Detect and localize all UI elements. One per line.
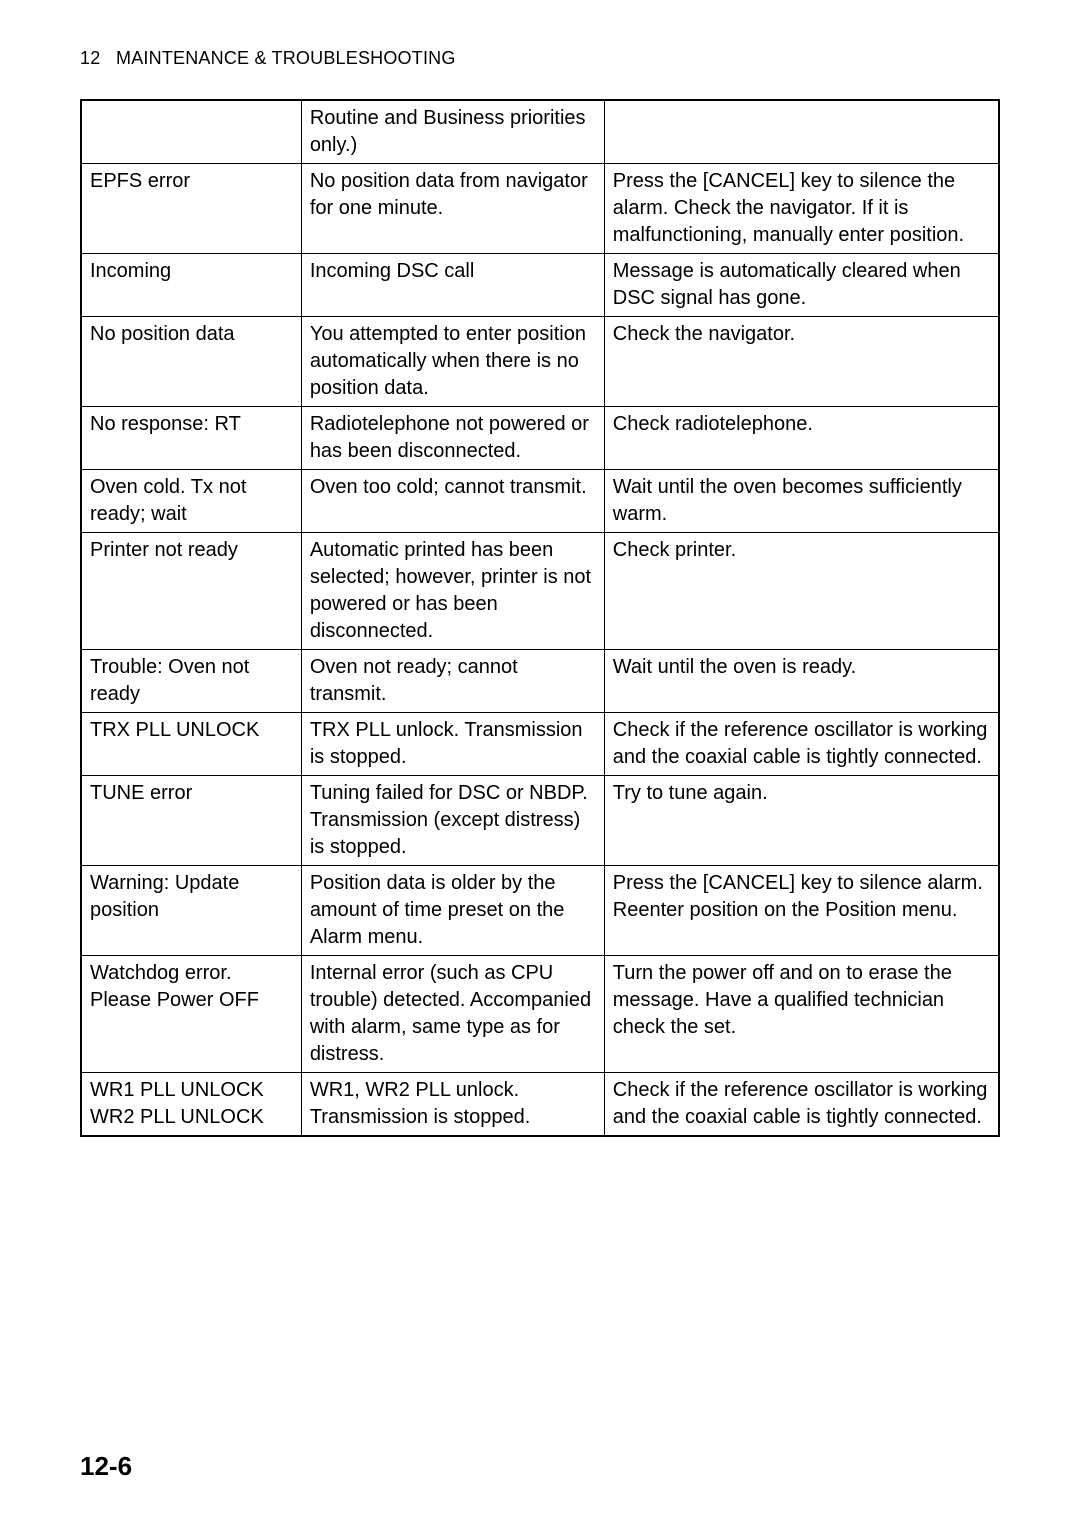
cell-cause: Radiotelephone not powered or has been d… [301, 407, 604, 470]
cell-condition: TUNE error [81, 776, 301, 866]
cell-condition [81, 100, 301, 164]
cell-condition: No response: RT [81, 407, 301, 470]
cell-condition: WR1 PLL UNLOCK WR2 PLL UNLOCK [81, 1073, 301, 1137]
cell-remedy: Check printer. [604, 533, 999, 650]
table-row: EPFS error No position data from navigat… [81, 164, 999, 254]
cell-condition: Oven cold. Tx not ready; wait [81, 470, 301, 533]
table-row: WR1 PLL UNLOCK WR2 PLL UNLOCK WR1, WR2 P… [81, 1073, 999, 1137]
page: 12 MAINTENANCE & TROUBLESHOOTING Routine… [0, 0, 1080, 1528]
cell-cause: No position data from navigator for one … [301, 164, 604, 254]
table-row: Warning: Update position Position data i… [81, 866, 999, 956]
table-row: Routine and Business priorities only.) [81, 100, 999, 164]
cell-remedy: Wait until the oven becomes sufficiently… [604, 470, 999, 533]
troubleshooting-table: Routine and Business priorities only.) E… [80, 99, 1000, 1137]
cell-condition: Trouble: Oven not ready [81, 650, 301, 713]
table-row: Trouble: Oven not ready Oven not ready; … [81, 650, 999, 713]
cell-cause: Incoming DSC call [301, 254, 604, 317]
table-body: Routine and Business priorities only.) E… [81, 100, 999, 1136]
page-number: 12-6 [80, 1451, 132, 1482]
cell-cause: TRX PLL unlock. Transmission is stopped. [301, 713, 604, 776]
cell-cause: You attempted to enter position automati… [301, 317, 604, 407]
cell-cause: Position data is older by the amount of … [301, 866, 604, 956]
cell-condition: TRX PLL UNLOCK [81, 713, 301, 776]
cell-cause: Internal error (such as CPU trouble) det… [301, 956, 604, 1073]
cell-remedy: Message is automatically cleared when DS… [604, 254, 999, 317]
page-header: 12 MAINTENANCE & TROUBLESHOOTING [80, 48, 1000, 69]
cell-remedy [604, 100, 999, 164]
table-row: Watchdog error. Please Power OFF Interna… [81, 956, 999, 1073]
cell-remedy: Try to tune again. [604, 776, 999, 866]
cell-remedy: Press the [CANCEL] key to silence the al… [604, 164, 999, 254]
cell-remedy: Check radiotelephone. [604, 407, 999, 470]
cell-remedy: Press the [CANCEL] key to silence alarm.… [604, 866, 999, 956]
cell-condition: Watchdog error. Please Power OFF [81, 956, 301, 1073]
cell-remedy: Turn the power off and on to erase the m… [604, 956, 999, 1073]
cell-cause: Routine and Business priorities only.) [301, 100, 604, 164]
cell-cause: Automatic printed has been selected; how… [301, 533, 604, 650]
cell-cause: Oven not ready; cannot transmit. [301, 650, 604, 713]
cell-remedy: Check if the reference oscillator is wor… [604, 1073, 999, 1137]
cell-condition: No position data [81, 317, 301, 407]
cell-condition: EPFS error [81, 164, 301, 254]
cell-remedy: Wait until the oven is ready. [604, 650, 999, 713]
chapter-number: 12 [80, 48, 100, 68]
cell-cause: WR1, WR2 PLL unlock. Transmission is sto… [301, 1073, 604, 1137]
cell-condition: Warning: Update position [81, 866, 301, 956]
table-row: No response: RT Radiotelephone not power… [81, 407, 999, 470]
cell-cause: Tuning failed for DSC or NBDP. Transmiss… [301, 776, 604, 866]
cell-condition: Printer not ready [81, 533, 301, 650]
table-row: Incoming Incoming DSC call Message is au… [81, 254, 999, 317]
table-row: TRX PLL UNLOCK TRX PLL unlock. Transmiss… [81, 713, 999, 776]
cell-remedy: Check the navigator. [604, 317, 999, 407]
cell-condition: Incoming [81, 254, 301, 317]
chapter-title: MAINTENANCE & TROUBLESHOOTING [116, 48, 456, 68]
table-row: No position data You attempted to enter … [81, 317, 999, 407]
table-row: Oven cold. Tx not ready; wait Oven too c… [81, 470, 999, 533]
cell-remedy: Check if the reference oscillator is wor… [604, 713, 999, 776]
cell-cause: Oven too cold; cannot transmit. [301, 470, 604, 533]
table-row: Printer not ready Automatic printed has … [81, 533, 999, 650]
table-row: TUNE error Tuning failed for DSC or NBDP… [81, 776, 999, 866]
